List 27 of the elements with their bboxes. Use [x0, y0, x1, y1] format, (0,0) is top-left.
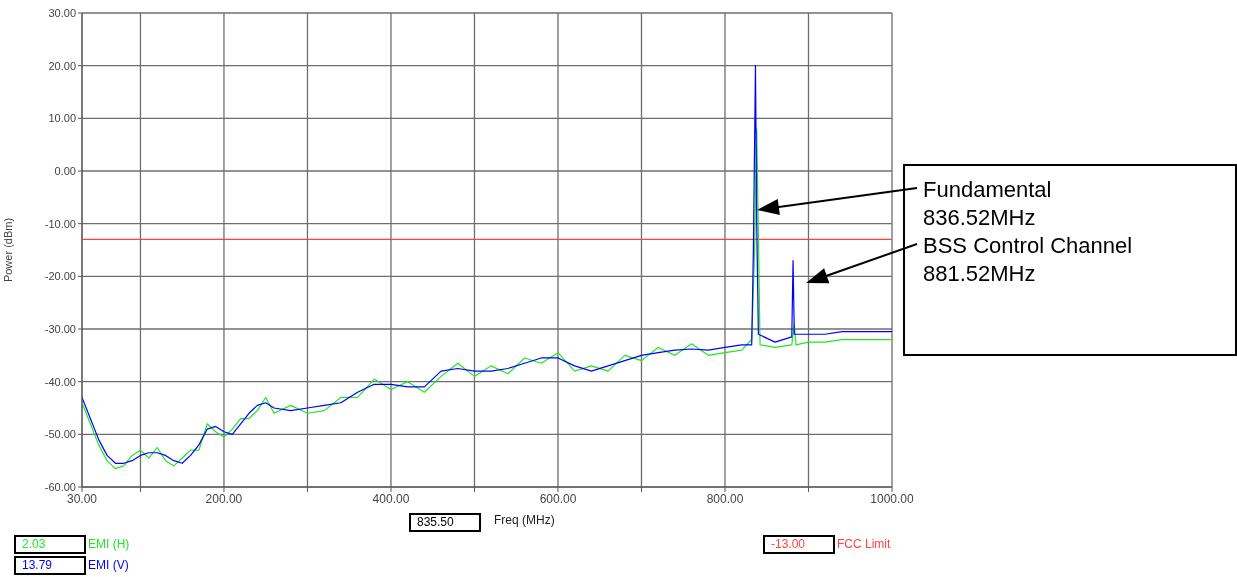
callout-box: Fundamental 836.52MHz BSS Control Channel 881.52MHz [903, 164, 1237, 356]
text: EMI (V) [88, 558, 129, 572]
text: EMI (H) [88, 537, 130, 551]
y-tick-label: 0.00 [54, 164, 76, 177]
y-tick-label: -20.00 [44, 270, 76, 283]
y-tick-label: -10.00 [44, 217, 76, 230]
ref-line-label: FCC Limit [837, 537, 891, 551]
line-series [82, 65, 892, 464]
x-tick-label: 200.00 [205, 491, 243, 506]
y-axis-title: Power (dBm) [1, 217, 14, 283]
y-tick-label: -50.00 [44, 428, 76, 441]
x-tick-label: 600.00 [539, 491, 577, 506]
y-tick-label: 30.00 [48, 6, 76, 19]
x-tick-label: 1000.00 [870, 491, 915, 506]
y-tick-label: 20.00 [48, 59, 76, 72]
x-tick-label: 800.00 [706, 491, 744, 506]
x-tick-label: 30.00 [66, 491, 98, 506]
x-axis-title: Freq (MHz) [494, 513, 555, 527]
marker-readout: 13.79 [14, 556, 86, 575]
y-tick-label: -30.00 [44, 322, 76, 335]
y-tick-label: 10.00 [48, 112, 76, 125]
marker-readout: 2.03 [14, 535, 86, 554]
y-tick-label: -60.00 [44, 480, 76, 493]
marker-readout: -13.00 [763, 535, 835, 554]
x-tick-label: 400.00 [372, 491, 410, 506]
marker-readout: 835.50 [409, 513, 481, 532]
y-tick-label: -40.00 [44, 375, 76, 388]
